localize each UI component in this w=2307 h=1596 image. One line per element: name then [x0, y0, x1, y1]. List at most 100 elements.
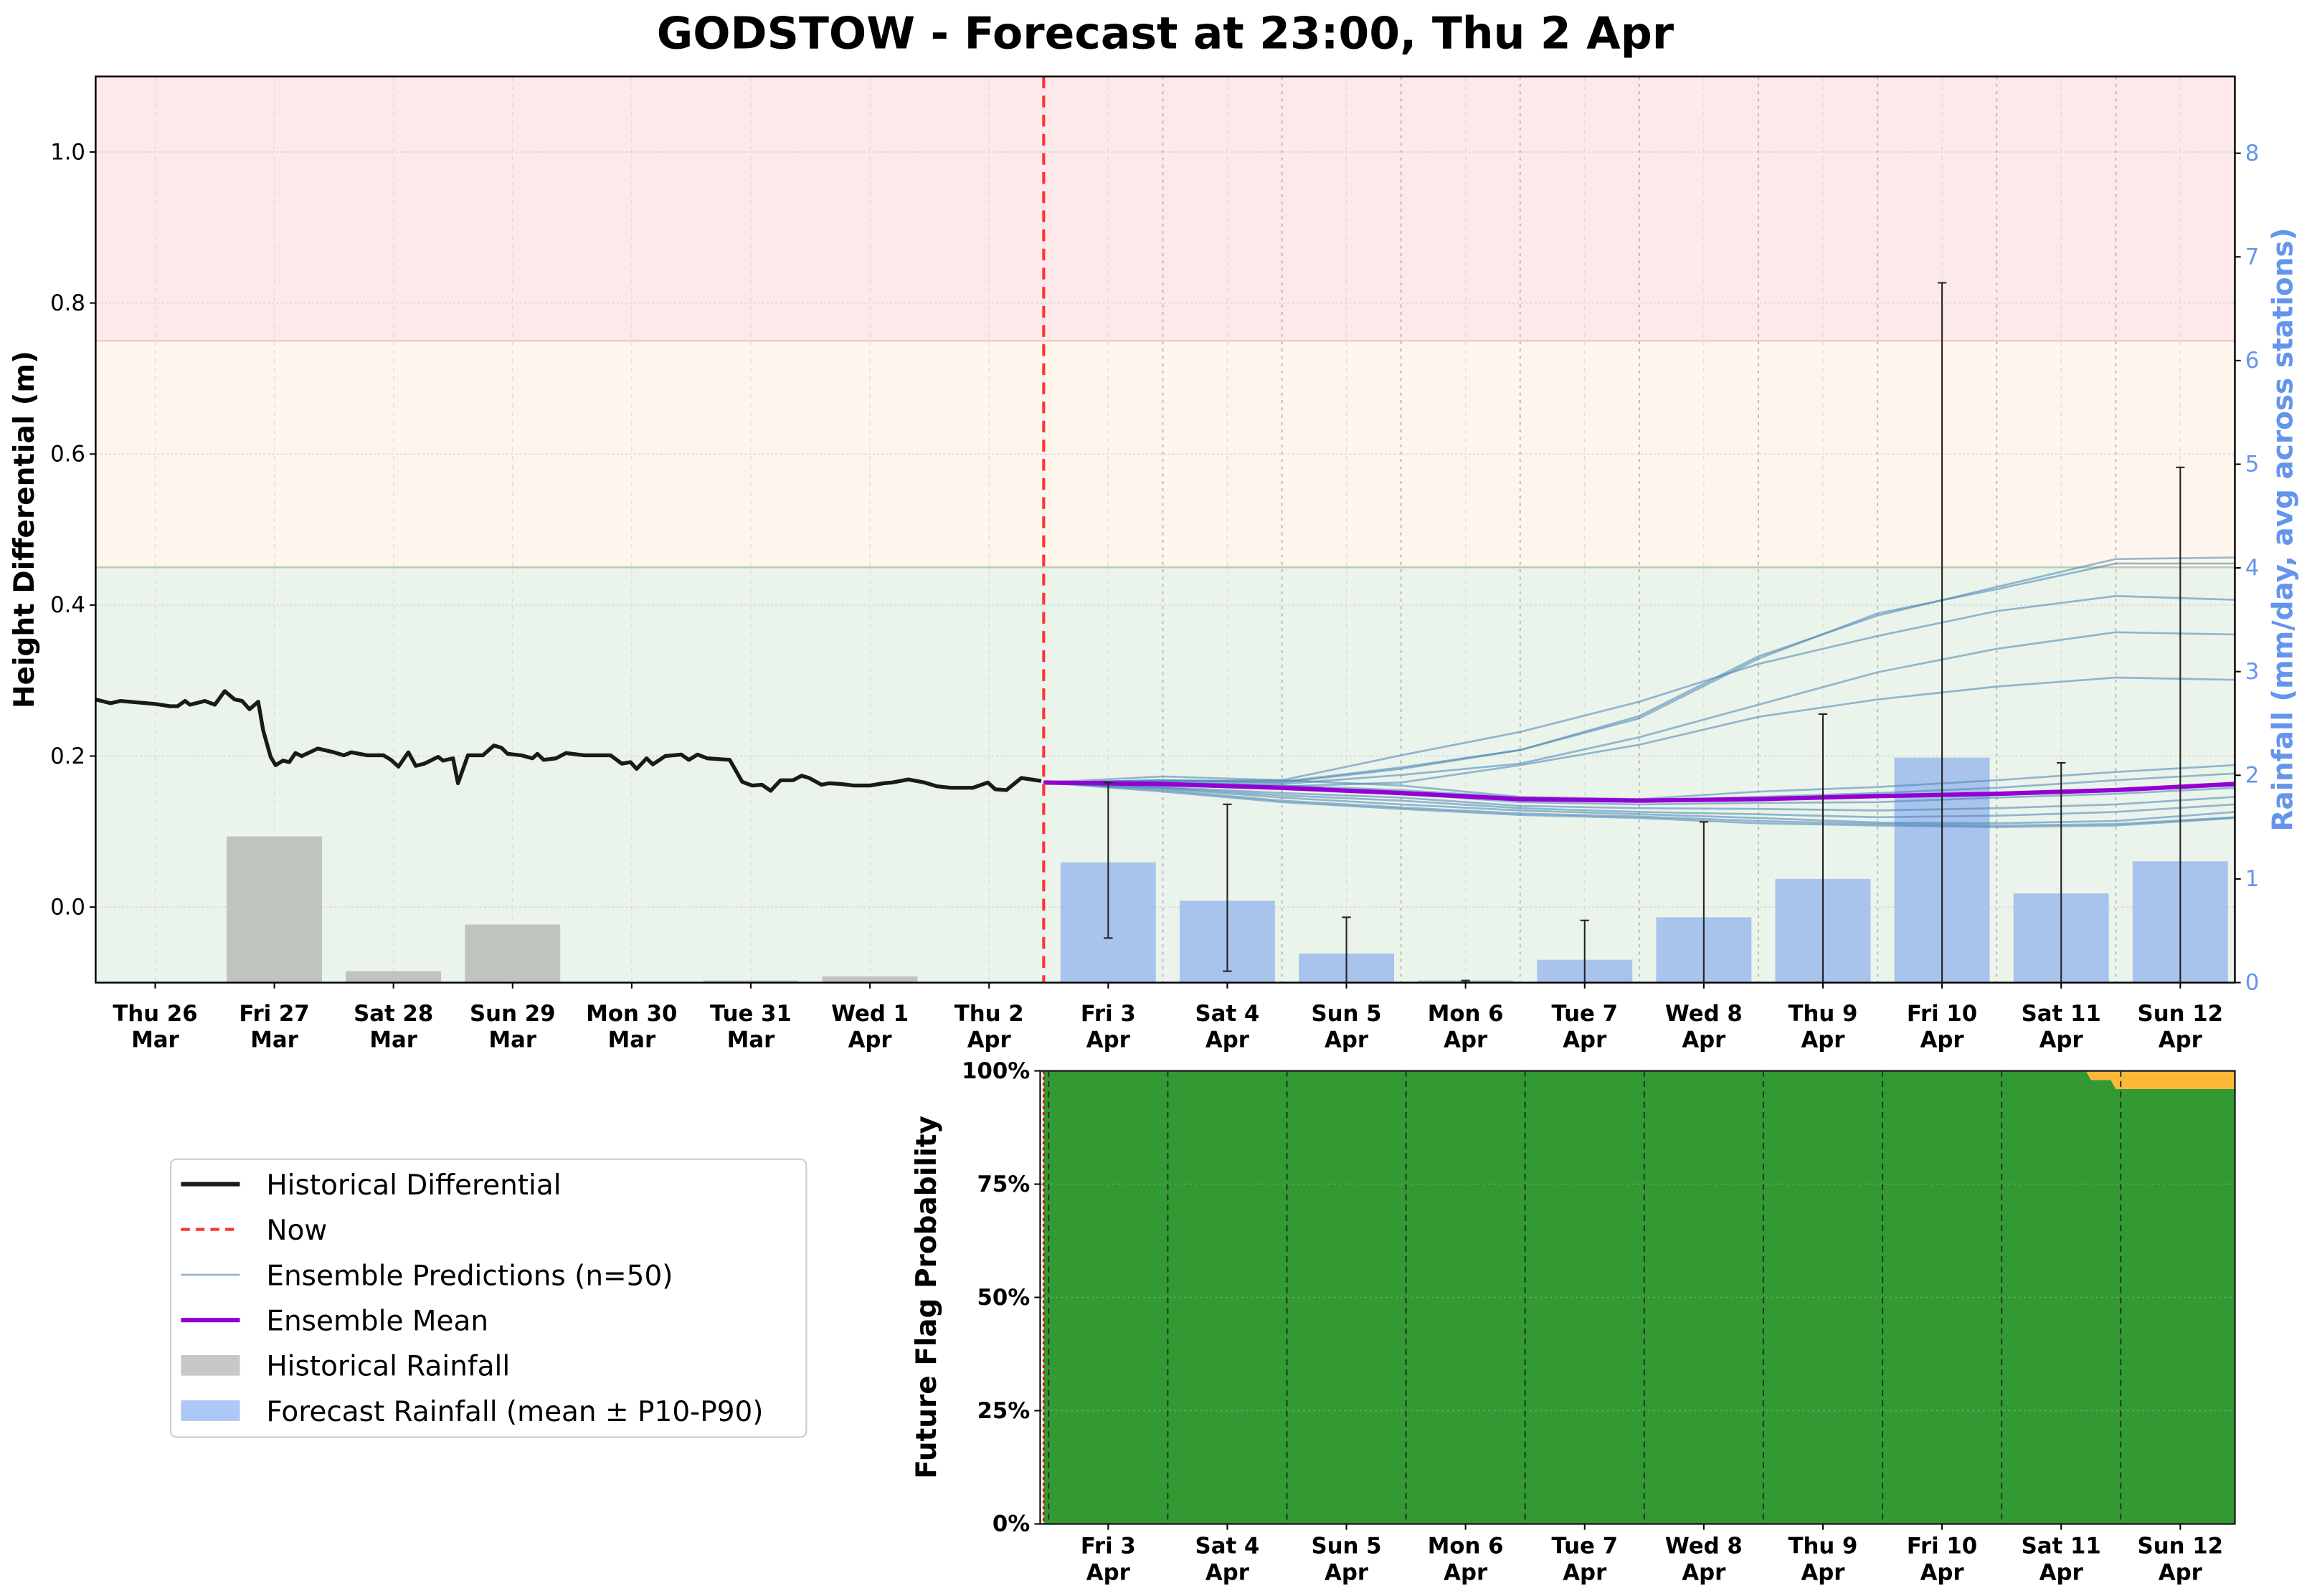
y-tick-label: 0.6	[50, 442, 85, 467]
amber-probability-area	[1043, 1070, 2235, 1089]
y-axis-label: Future Flag Probability	[911, 1116, 943, 1478]
y-tick-label: 0.8	[50, 290, 85, 316]
ensemble-member-line	[1043, 782, 2235, 812]
legend-label: Historical Rainfall	[266, 1351, 510, 1383]
historical-rain-bar	[822, 976, 918, 983]
x-tick-month: Apr	[1086, 1559, 1131, 1585]
y-tick-label: 75%	[977, 1172, 1031, 1197]
x-tick-day: Thu 2	[954, 1001, 1024, 1027]
x-tick-day: Sun 12	[2138, 1534, 2224, 1559]
x-tick-month: Apr	[1325, 1027, 1369, 1053]
legend-box	[169, 1158, 807, 1438]
x-tick-month: Apr	[1444, 1027, 1488, 1053]
historical-rain-bar	[703, 980, 799, 983]
x-tick-day: Sat 4	[1195, 1534, 1260, 1559]
historical-rain-bar	[346, 971, 442, 983]
x-tick-day: Mon 6	[1428, 1534, 1504, 1559]
x-tick-month: Apr	[2159, 1027, 2203, 1053]
historical-rain-bar	[227, 836, 322, 983]
x-tick-day: Sat 4	[1195, 1001, 1260, 1027]
y-axis-label: Height Differential (m)	[9, 351, 41, 708]
y-tick-label: 0.4	[50, 592, 85, 618]
y2-axis-label: Rainfall (mm/day, avg across stations)	[2267, 228, 2299, 832]
y-tick-label: 100%	[962, 1058, 1030, 1084]
y-tick-label: 50%	[977, 1285, 1031, 1311]
x-tick-month: Apr	[1444, 1559, 1488, 1585]
legend-swatch-historical-rain	[181, 1354, 240, 1376]
y-tick-label: 1.0	[50, 139, 85, 165]
x-tick-month: Apr	[1086, 1027, 1131, 1053]
x-tick-day: Wed 8	[1665, 1001, 1743, 1027]
legend-swatch-forecast-rain	[181, 1400, 240, 1421]
x-tick-month: Apr	[1205, 1027, 1250, 1053]
x-tick-day: Fri 10	[1907, 1001, 1977, 1027]
x-tick-month: Apr	[1801, 1027, 1845, 1053]
x-tick-month: Apr	[1801, 1559, 1845, 1585]
x-tick-day: Sat 11	[2022, 1001, 2101, 1027]
y-tick-label: 0%	[993, 1511, 1030, 1537]
plot-frame	[95, 75, 2236, 984]
y2-tick-label: 8	[2245, 141, 2260, 166]
x-tick-month: Mar	[488, 1027, 536, 1053]
threshold-band	[95, 76, 2235, 341]
x-tick-day: Tue 31	[710, 1001, 792, 1027]
x-tick-day: Fri 3	[1081, 1534, 1136, 1559]
x-tick-month: Mar	[250, 1027, 298, 1053]
x-tick-month: Apr	[1920, 1027, 1965, 1053]
chart-title: GODSTOW - Forecast at 23:00, Thu 2 Apr	[657, 8, 1674, 60]
ensemble-member-line	[1043, 782, 2235, 819]
x-tick-month: Apr	[1205, 1559, 1250, 1585]
legend: Historical Differential Now Ensemble Predi…	[169, 1158, 807, 1438]
x-tick-day: Sun 5	[1311, 1001, 1381, 1027]
y2-tick-label: 6	[2245, 348, 2260, 374]
x-tick-month: Apr	[1920, 1559, 1965, 1585]
x-tick-day: Tue 7	[1552, 1534, 1619, 1559]
y-tick-label: 0.0	[50, 894, 85, 920]
ensemble-member-line	[1043, 782, 2235, 825]
x-tick-day: Thu 9	[1789, 1001, 1858, 1027]
ensemble-member-line	[1043, 782, 2235, 828]
x-tick-day: Sat 28	[354, 1001, 433, 1027]
y-tick-label: 25%	[977, 1398, 1031, 1424]
ensemble-member-line	[1043, 562, 2235, 784]
x-tick-day: Sun 29	[470, 1001, 556, 1027]
x-tick-month: Apr	[1325, 1559, 1369, 1585]
y2-tick-label: 2	[2245, 763, 2260, 789]
x-tick-day: Thu 26	[113, 1001, 197, 1027]
x-tick-day: Sat 11	[2022, 1534, 2101, 1559]
x-tick-day: Fri 10	[1907, 1534, 1977, 1559]
x-tick-month: Apr	[2159, 1559, 2203, 1585]
x-tick-day: Wed 1	[831, 1001, 909, 1027]
x-tick-month: Mar	[131, 1027, 179, 1053]
ensemble-member-line	[1043, 594, 2235, 784]
y2-tick-label: 1	[2245, 866, 2260, 892]
x-tick-month: Mar	[727, 1027, 775, 1053]
x-tick-day: Mon 30	[586, 1001, 677, 1027]
x-tick-month: Apr	[2040, 1027, 2084, 1053]
x-tick-month: Apr	[2040, 1559, 2084, 1585]
legend-label: Ensemble Mean	[266, 1305, 488, 1337]
y2-tick-label: 7	[2245, 244, 2260, 270]
x-tick-month: Apr	[848, 1027, 893, 1053]
ensemble-mean-line	[1043, 780, 2235, 803]
x-tick-month: Apr	[967, 1027, 1012, 1053]
x-tick-day: Fri 27	[239, 1001, 309, 1027]
legend-label: Forecast Rainfall (mean ± P10-P90)	[266, 1396, 763, 1428]
x-tick-day: Thu 9	[1789, 1534, 1858, 1559]
x-tick-day: Mon 6	[1428, 1001, 1504, 1027]
y2-tick-label: 0	[2245, 970, 2260, 996]
legend-label: Now	[266, 1215, 327, 1247]
x-tick-day: Sun 5	[1311, 1534, 1381, 1559]
x-tick-month: Apr	[1563, 1027, 1607, 1053]
x-tick-month: Apr	[1563, 1559, 1607, 1585]
y2-tick-label: 4	[2245, 555, 2260, 581]
ensemble-member-line	[1043, 631, 2235, 785]
x-tick-day: Fri 3	[1081, 1001, 1136, 1027]
x-tick-month: Apr	[1682, 1559, 1726, 1585]
x-tick-day: Wed 8	[1665, 1534, 1743, 1559]
y2-tick-label: 5	[2245, 452, 2260, 478]
legend-label: Historical Differential	[266, 1169, 561, 1202]
historical-rain-bar	[465, 924, 561, 983]
